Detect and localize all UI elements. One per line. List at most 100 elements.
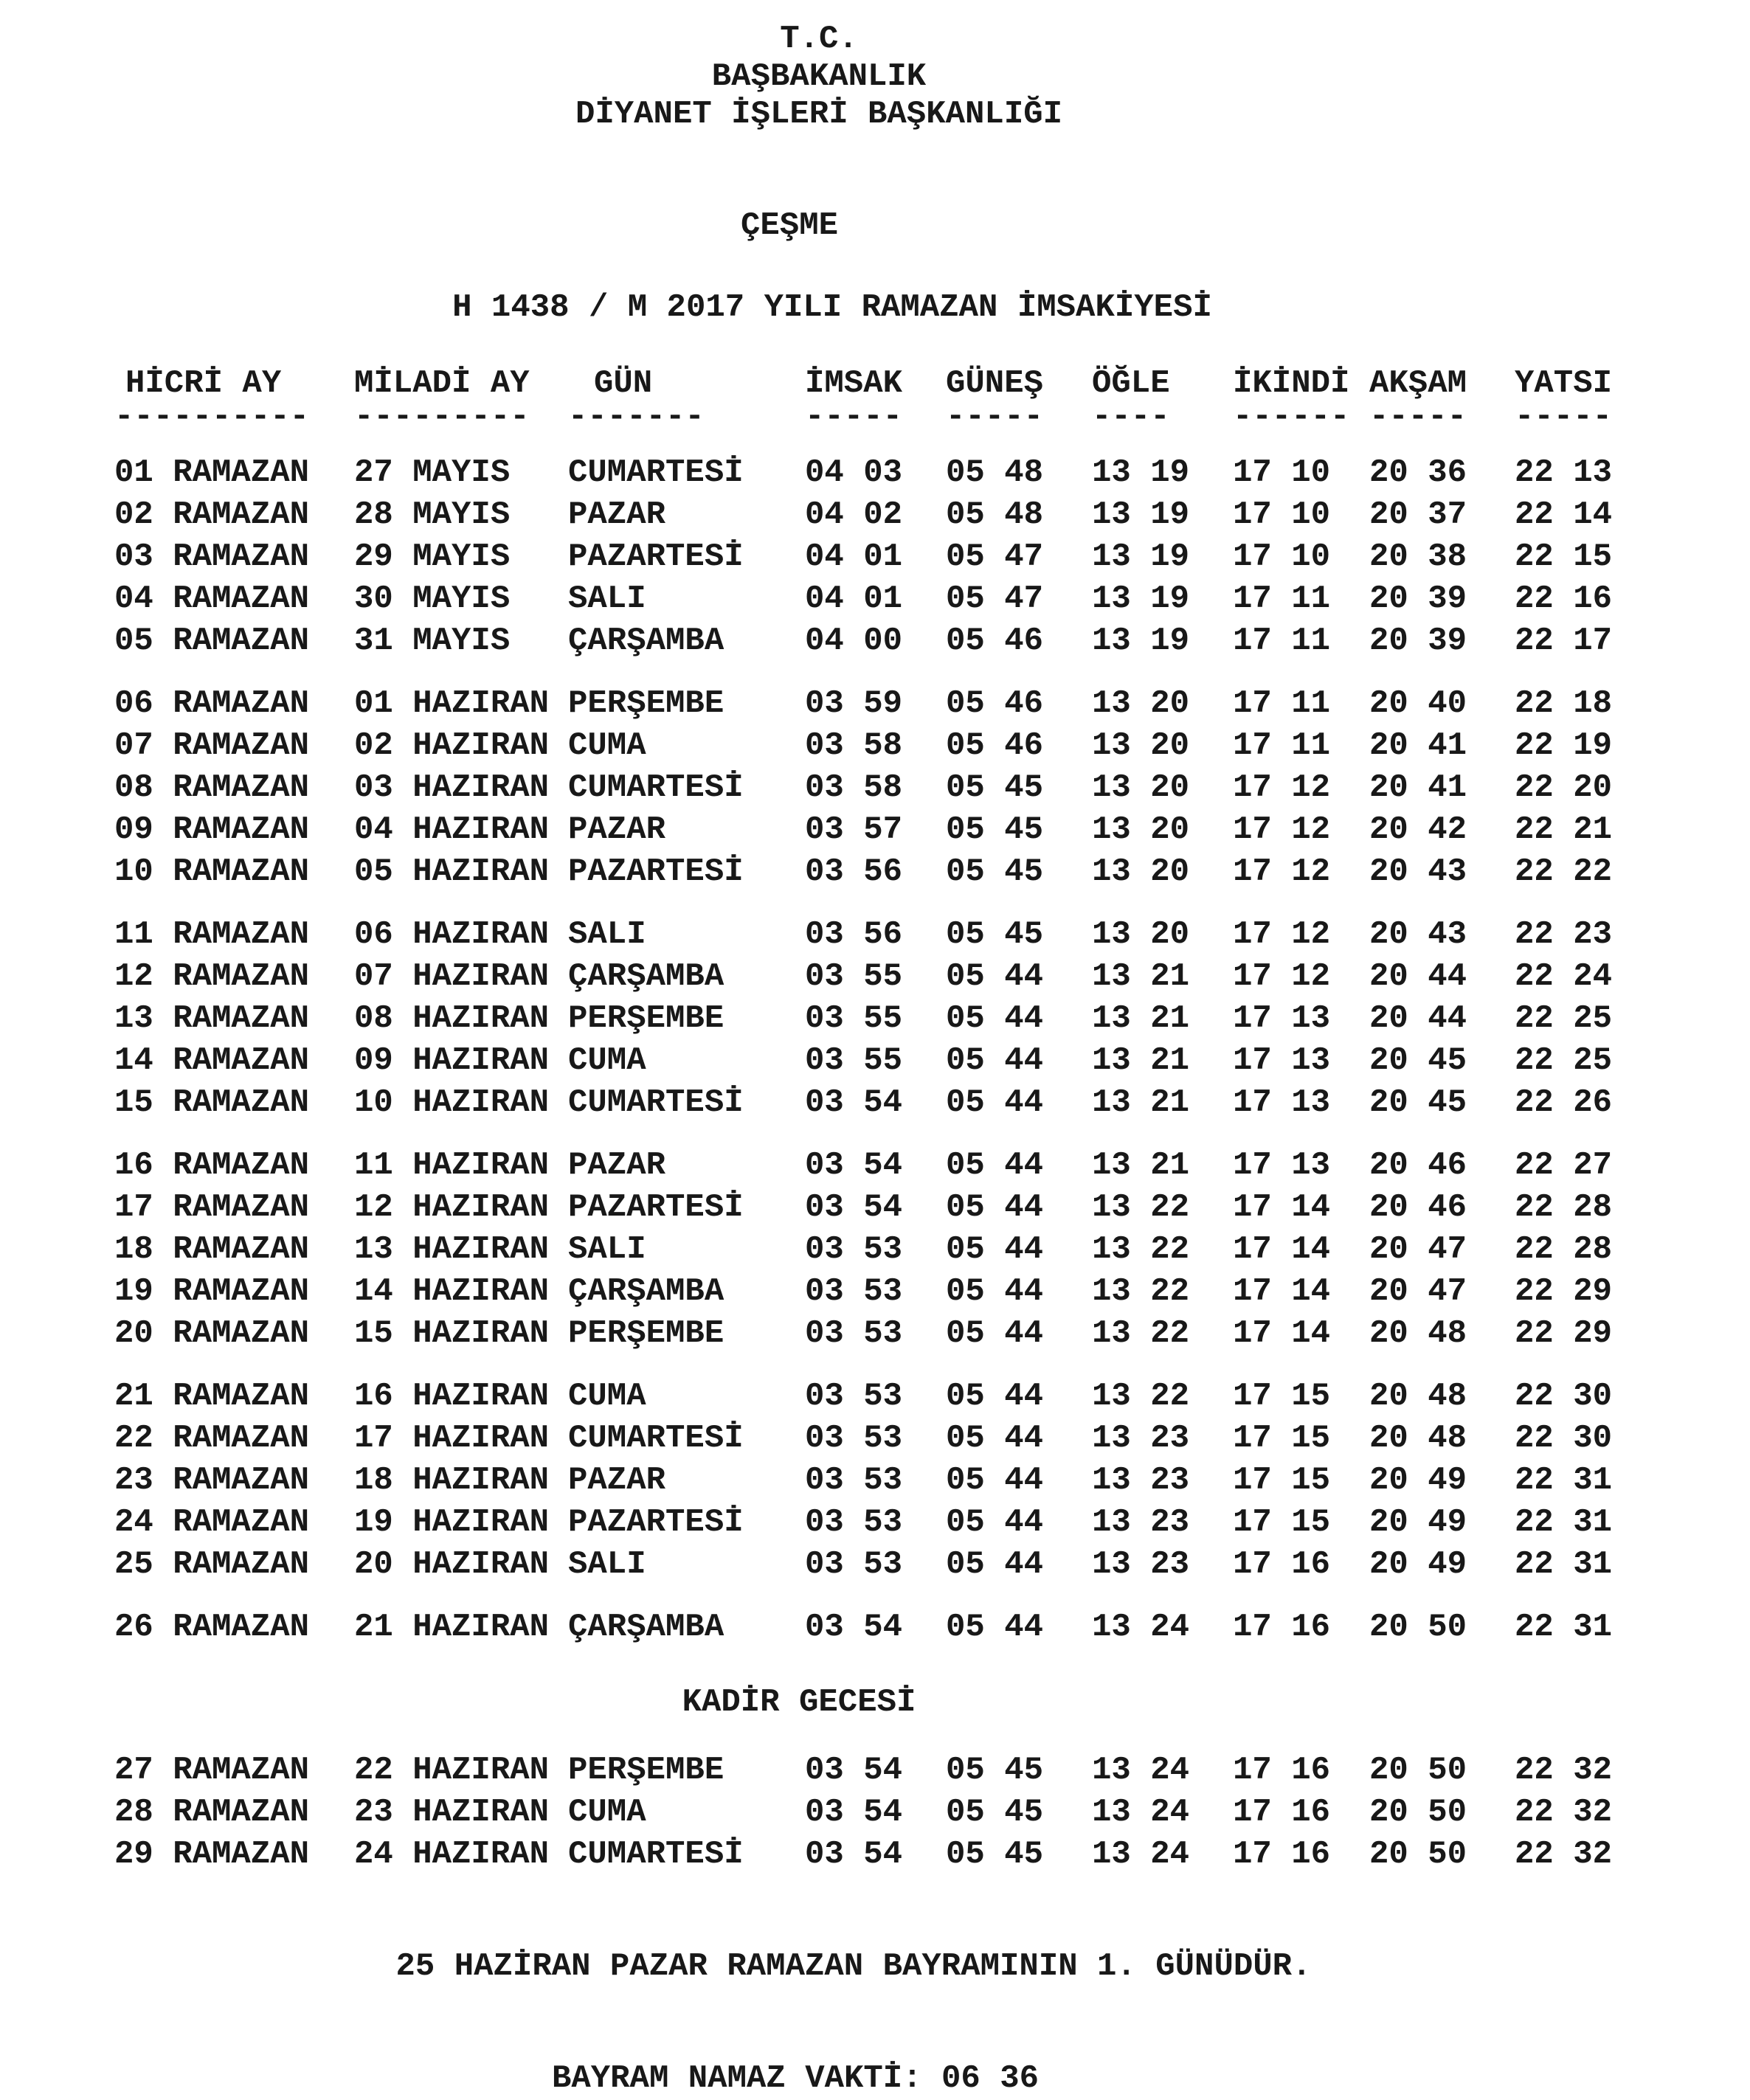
cell-ikindi: 17 16: [1233, 1836, 1331, 1873]
org-header-block: T.C. BAŞBAKANLIK DİYANET İŞLERİ BAŞKANLI…: [0, 0, 1638, 134]
cell-gunes: 05 45: [946, 811, 1044, 848]
cell-gun: PAZARTESİ: [568, 853, 744, 890]
cell-gunes: 05 48: [946, 496, 1044, 533]
cell-ikindi: 17 16: [1233, 1546, 1331, 1583]
cell-imsak: 04 00: [805, 623, 903, 659]
cell-yatsi: 22 27: [1515, 1147, 1613, 1184]
column-header: YATSI: [1515, 365, 1613, 402]
cell-aksam: 20 49: [1369, 1504, 1467, 1541]
column-header: AKŞAM: [1369, 365, 1467, 402]
cell-imsak: 03 53: [805, 1315, 903, 1352]
cell-hicri: 26 RAMAZAN: [114, 1609, 310, 1646]
cell-ogle: 13 21: [1092, 958, 1190, 995]
cell-imsak: 03 53: [805, 1231, 903, 1268]
cell-ogle: 13 23: [1092, 1504, 1190, 1541]
cell-ikindi: 17 14: [1233, 1273, 1331, 1310]
imsakiye-row: 25 RAMAZAN 20 HAZIRAN SALI 03 53 05 44 13 23 1…: [114, 1544, 1750, 1586]
bayram-prayer-time: BAYRAM NAMAZ VAKTİ: 06 36: [551, 2060, 1040, 2097]
document-header: T.C. BAŞBAKANLIK DİYANET İŞLERİ BAŞKANLI…: [0, 0, 1638, 327]
cell-yatsi: 22 30: [1515, 1420, 1613, 1457]
cell-ikindi: 17 14: [1233, 1189, 1331, 1226]
cell-gunes: 05 44: [946, 1462, 1044, 1499]
cell-hicri: 02 RAMAZAN: [114, 496, 310, 533]
cell-yatsi: 22 23: [1515, 916, 1613, 953]
cell-gun: CUMARTESİ: [568, 769, 744, 806]
cell-gunes: 05 45: [946, 1836, 1044, 1873]
cell-gunes: 05 47: [946, 581, 1044, 617]
cell-gun: PAZAR: [568, 1462, 666, 1499]
cell-hicri: 09 RAMAZAN: [114, 811, 310, 848]
imsakiye-row: 19 RAMAZAN 14 HAZIRAN ÇARŞAMBA 03 53 05 44 13…: [114, 1271, 1750, 1313]
cell-gun: SALI: [568, 1231, 646, 1268]
cell-gun: SALI: [568, 916, 646, 953]
cell-gunes: 05 44: [946, 1000, 1044, 1037]
cell-imsak: 03 54: [805, 1147, 903, 1184]
cell-gun: CUMA: [568, 1378, 646, 1415]
cell-aksam: 20 41: [1369, 727, 1467, 764]
imsakiye-row: 12 RAMAZAN 07 HAZIRAN ÇARŞAMBA 03 55 05 44 13…: [114, 956, 1750, 998]
cell-ikindi: 17 10: [1233, 454, 1331, 491]
column-header: HİCRİ AY: [125, 365, 282, 402]
cell-hicri: 08 RAMAZAN: [114, 769, 310, 806]
cell-gun: ÇARŞAMBA: [568, 623, 724, 659]
cell-yatsi: 22 31: [1515, 1546, 1613, 1583]
cell-ikindi: 17 15: [1233, 1378, 1331, 1415]
imsakiye-row: 15 RAMAZAN 10 HAZIRAN CUMARTESİ 03 54 05 44 1…: [114, 1082, 1750, 1124]
cell-ikindi: 17 15: [1233, 1420, 1331, 1457]
imsakiye-row: 10 RAMAZAN 05 HAZIRAN PAZARTESİ 03 56 05 45 1…: [114, 851, 1750, 893]
cell-gun: PAZARTESİ: [568, 1189, 744, 1226]
cell-imsak: 03 53: [805, 1504, 903, 1541]
cell-imsak: 03 55: [805, 958, 903, 995]
cell-ikindi: 17 16: [1233, 1609, 1331, 1646]
cell-yatsi: 22 22: [1515, 853, 1613, 890]
cell-imsak: 03 55: [805, 1000, 903, 1037]
cell-gunes: 05 46: [946, 623, 1044, 659]
column-underline: ----: [1092, 398, 1170, 435]
table-body-after-kadir: 27 RAMAZAN 22 HAZIRAN PERŞEMBE 03 54 05 45 13…: [0, 1750, 1750, 1876]
imsakiye-row: 11 RAMAZAN 06 HAZIRAN SALI 03 56 05 45 13 20 1…: [114, 914, 1750, 956]
cell-gunes: 05 44: [946, 1315, 1044, 1352]
imsakiye-row: 02 RAMAZAN 28 MAYIS PAZAR 04 02 05 48 13 19 17…: [114, 494, 1750, 536]
cell-imsak: 03 54: [805, 1084, 903, 1121]
cell-gunes: 05 44: [946, 1231, 1044, 1268]
cell-aksam: 20 50: [1369, 1836, 1467, 1873]
imsakiye-row: 17 RAMAZAN 12 HAZIRAN PAZARTESİ 03 54 05 44 1…: [114, 1187, 1750, 1229]
imsakiye-row: 27 RAMAZAN 22 HAZIRAN PERŞEMBE 03 54 05 45 13…: [114, 1750, 1750, 1792]
cell-ikindi: 17 12: [1233, 916, 1331, 953]
cell-aksam: 20 45: [1369, 1084, 1467, 1121]
column-header: ÖĞLE: [1092, 365, 1170, 402]
cell-gunes: 05 44: [946, 1084, 1044, 1121]
imsakiye-row: 23 RAMAZAN 18 HAZIRAN PAZAR 03 53 05 44 13 23…: [114, 1460, 1750, 1502]
cell-aksam: 20 47: [1369, 1231, 1467, 1268]
cell-hicri: 24 RAMAZAN: [114, 1504, 310, 1541]
cell-miladi: 19 HAZIRAN: [354, 1504, 550, 1541]
cell-gun: ÇARŞAMBA: [568, 958, 724, 995]
cell-miladi: 12 HAZIRAN: [354, 1189, 550, 1226]
cell-gun: PAZAR: [568, 1147, 666, 1184]
table-body-main: 01 RAMAZAN 27 MAYIS CUMARTESİ 04 03 05 48 13 …: [0, 452, 1750, 1649]
cell-imsak: 03 53: [805, 1378, 903, 1415]
column-underline: ---------: [354, 398, 530, 435]
cell-gunes: 05 45: [946, 853, 1044, 890]
imsakiye-row: 28 RAMAZAN 23 HAZIRAN CUMA 03 54 05 45 13 24 1…: [114, 1792, 1750, 1834]
cell-imsak: 03 54: [805, 1189, 903, 1226]
cell-imsak: 03 58: [805, 769, 903, 806]
cell-aksam: 20 43: [1369, 916, 1467, 953]
cell-ogle: 13 20: [1092, 853, 1190, 890]
cell-hicri: 25 RAMAZAN: [114, 1546, 310, 1583]
cell-gunes: 05 46: [946, 727, 1044, 764]
cell-ikindi: 17 12: [1233, 811, 1331, 848]
cell-gunes: 05 44: [946, 1504, 1044, 1541]
cell-ogle: 13 22: [1092, 1189, 1190, 1226]
cell-ogle: 13 20: [1092, 811, 1190, 848]
cell-ogle: 13 24: [1092, 1752, 1190, 1789]
cell-miladi: 20 HAZIRAN: [354, 1546, 550, 1583]
cell-yatsi: 22 30: [1515, 1378, 1613, 1415]
cell-ogle: 13 20: [1092, 916, 1190, 953]
cell-yatsi: 22 18: [1515, 685, 1613, 722]
imsakiye-row: 22 RAMAZAN 17 HAZIRAN CUMARTESİ 03 53 05 44 1…: [114, 1418, 1750, 1460]
cell-gun: ÇARŞAMBA: [568, 1273, 724, 1310]
column-underline: ------: [1233, 398, 1350, 435]
table-underline-row: ---------- --------- ------- ----- ----- ----…: [114, 401, 1750, 434]
cell-gun: PERŞEMBE: [568, 1315, 724, 1352]
